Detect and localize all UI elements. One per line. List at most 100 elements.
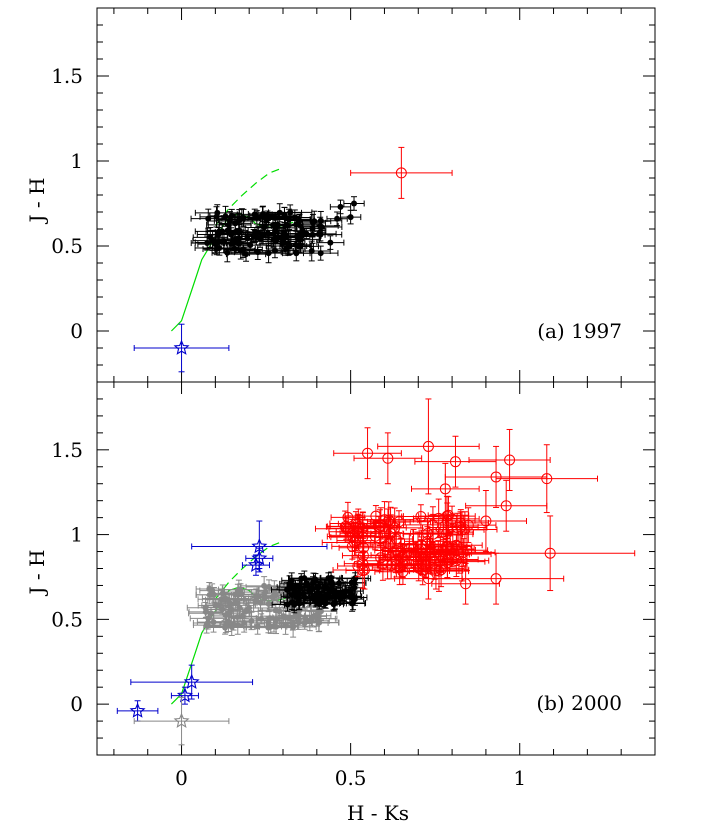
marker-filled-circle xyxy=(282,614,289,621)
marker-filled-circle xyxy=(328,574,335,581)
data-point xyxy=(353,432,423,485)
y-tick-label: 1.5 xyxy=(51,438,83,462)
marker-filled-circle xyxy=(309,231,316,238)
data-point xyxy=(433,525,473,568)
data-point xyxy=(468,428,551,492)
marker-open-circle xyxy=(439,483,451,495)
data-point xyxy=(330,517,396,558)
marker-open-circle xyxy=(357,558,369,570)
data-point xyxy=(205,223,239,240)
y-tick-label: 0 xyxy=(70,692,83,716)
marker-filled-circle xyxy=(205,215,212,222)
marker-open-circle xyxy=(420,560,432,572)
data-point xyxy=(307,594,339,604)
data-point xyxy=(377,398,480,495)
marker-filled-circle xyxy=(319,595,326,602)
marker-open-circle xyxy=(447,540,459,552)
marker-filled-circle xyxy=(227,231,234,238)
marker-open-circle xyxy=(369,530,381,542)
marker-filled-circle xyxy=(204,240,211,247)
marker-open-circle xyxy=(357,531,369,543)
data-point xyxy=(418,495,476,537)
y-axis-label-b: J - H xyxy=(25,550,49,597)
marker-open-star xyxy=(173,712,190,728)
marker-filled-circle xyxy=(252,233,259,240)
marker-filled-circle xyxy=(239,613,246,620)
data-point xyxy=(366,507,424,549)
marker-filled-circle xyxy=(225,596,232,603)
marker-filled-circle xyxy=(276,209,283,216)
marker-open-circle xyxy=(354,520,366,532)
marker-open-star xyxy=(129,702,146,718)
data-point xyxy=(190,235,224,251)
marker-open-circle xyxy=(342,522,354,534)
marker-filled-circle xyxy=(337,203,344,210)
marker-filled-circle xyxy=(308,248,315,255)
marker-filled-circle xyxy=(224,249,231,256)
marker-filled-circle xyxy=(219,228,226,235)
marker-open-circle xyxy=(379,540,391,552)
data-point xyxy=(195,585,224,605)
data-point xyxy=(394,557,463,600)
marker-open-circle xyxy=(393,516,405,528)
marker-open-circle xyxy=(455,521,467,533)
marker-open-circle xyxy=(460,578,472,590)
marker-filled-circle xyxy=(340,593,347,600)
marker-filled-circle xyxy=(265,250,272,257)
data-point xyxy=(326,211,348,227)
marker-filled-circle xyxy=(252,597,259,604)
marker-open-circle xyxy=(397,558,409,570)
y-tick-label: 0 xyxy=(70,319,83,343)
marker-filled-circle xyxy=(262,589,269,596)
marker-filled-circle xyxy=(347,214,354,221)
data-point xyxy=(350,146,453,199)
data-point xyxy=(329,199,352,215)
marker-open-circle xyxy=(447,547,459,559)
data-point xyxy=(249,243,289,264)
marker-open-circle xyxy=(500,500,512,512)
data-point xyxy=(495,444,599,514)
y-tick-label: 1.5 xyxy=(51,64,83,88)
data-point xyxy=(223,241,258,260)
data-point xyxy=(444,490,527,553)
marker-open-circle xyxy=(504,454,516,466)
marker-filled-circle xyxy=(264,230,271,237)
data-point xyxy=(320,571,342,585)
marker-filled-circle xyxy=(261,224,268,231)
data-point xyxy=(257,203,303,223)
marker-open-star xyxy=(176,687,193,703)
marker-filled-circle xyxy=(301,575,308,582)
marker-filled-circle xyxy=(331,599,338,606)
data-point xyxy=(194,236,241,249)
marker-filled-circle xyxy=(292,583,299,590)
marker-filled-circle xyxy=(281,212,288,219)
marker-filled-circle xyxy=(351,200,358,207)
data-point xyxy=(239,613,283,625)
data-point xyxy=(232,593,279,609)
marker-open-circle xyxy=(415,539,427,551)
data-point xyxy=(414,435,497,488)
data-point xyxy=(333,427,402,480)
marker-filled-circle xyxy=(255,593,262,600)
marker-open-circle xyxy=(490,471,502,483)
marker-filled-circle xyxy=(316,230,323,237)
marker-open-circle xyxy=(449,456,461,468)
data-point xyxy=(237,590,280,602)
marker-filled-circle xyxy=(312,612,319,619)
marker-open-circle xyxy=(422,573,434,585)
marker-filled-circle xyxy=(334,215,341,222)
data-point xyxy=(282,245,311,262)
data-point xyxy=(244,226,282,245)
data-point xyxy=(329,592,358,602)
data-point xyxy=(280,594,305,610)
y-tick-label: 0.5 xyxy=(51,607,83,631)
marker-filled-circle xyxy=(204,619,211,626)
data-point xyxy=(249,206,276,225)
marker-filled-circle xyxy=(216,602,223,609)
data-point xyxy=(130,664,254,700)
y-tick-label: 1 xyxy=(70,523,83,547)
x-tick-label: 0 xyxy=(175,766,188,790)
marker-filled-circle xyxy=(219,606,226,613)
marker-filled-circle xyxy=(286,243,293,249)
